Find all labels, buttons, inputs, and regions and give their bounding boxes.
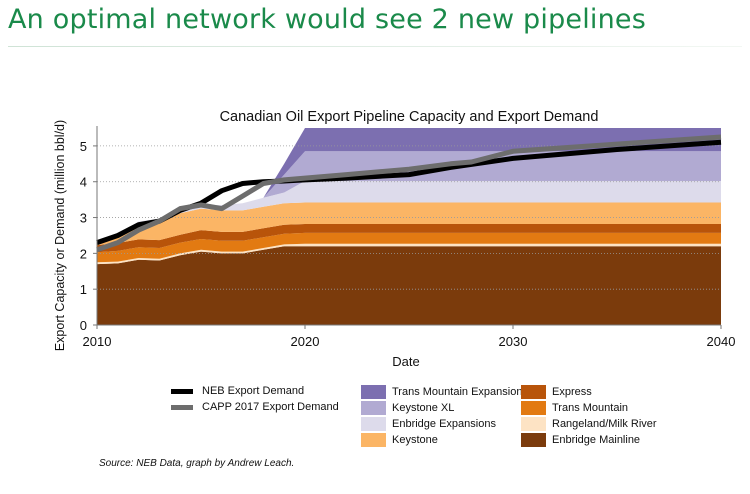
title-divider xyxy=(8,46,742,47)
area-enbridge-mainline xyxy=(97,246,721,325)
demand-lines xyxy=(96,134,722,253)
source-note: Source: NEB Data, graph by Andrew Leach. xyxy=(99,458,295,469)
y-tick-label: 5 xyxy=(80,139,87,154)
x-axis-label: Date xyxy=(392,354,419,369)
area-keystone xyxy=(97,202,721,246)
line-capp-2017-export-demand xyxy=(96,134,722,253)
area-express xyxy=(97,224,721,253)
area-rangeland-milk-river xyxy=(97,243,721,265)
chart-text: 0 1 2 3 4 5 2010 2020 2030 2040 Canadian Oil Expor… xyxy=(53,109,735,369)
axes xyxy=(93,126,722,329)
y-tick-label: 4 xyxy=(80,175,87,190)
area-enbridge-expansions xyxy=(97,181,721,242)
chart-title: Canadian Oil Export Pipeline Capacity an… xyxy=(220,109,599,125)
slide-title: An optimal network would see 2 new pipel… xyxy=(8,4,647,35)
y-tick-label: 0 xyxy=(80,318,87,333)
area-keystone-xl xyxy=(97,151,721,242)
y-tick-label: 3 xyxy=(80,211,87,226)
stacked-areas xyxy=(97,128,721,325)
area-trans-mountain xyxy=(97,232,721,263)
x-tick-label: 2020 xyxy=(291,334,320,349)
y-tick-label: 2 xyxy=(80,246,87,261)
y-tick-label: 1 xyxy=(80,282,87,297)
x-tick-label: 2010 xyxy=(83,334,112,349)
x-tick-label: 2040 xyxy=(707,334,736,349)
y-axis-label: Export Capacity or Demand (million bbl/d… xyxy=(53,120,67,351)
x-tick-label: 2030 xyxy=(499,334,528,349)
